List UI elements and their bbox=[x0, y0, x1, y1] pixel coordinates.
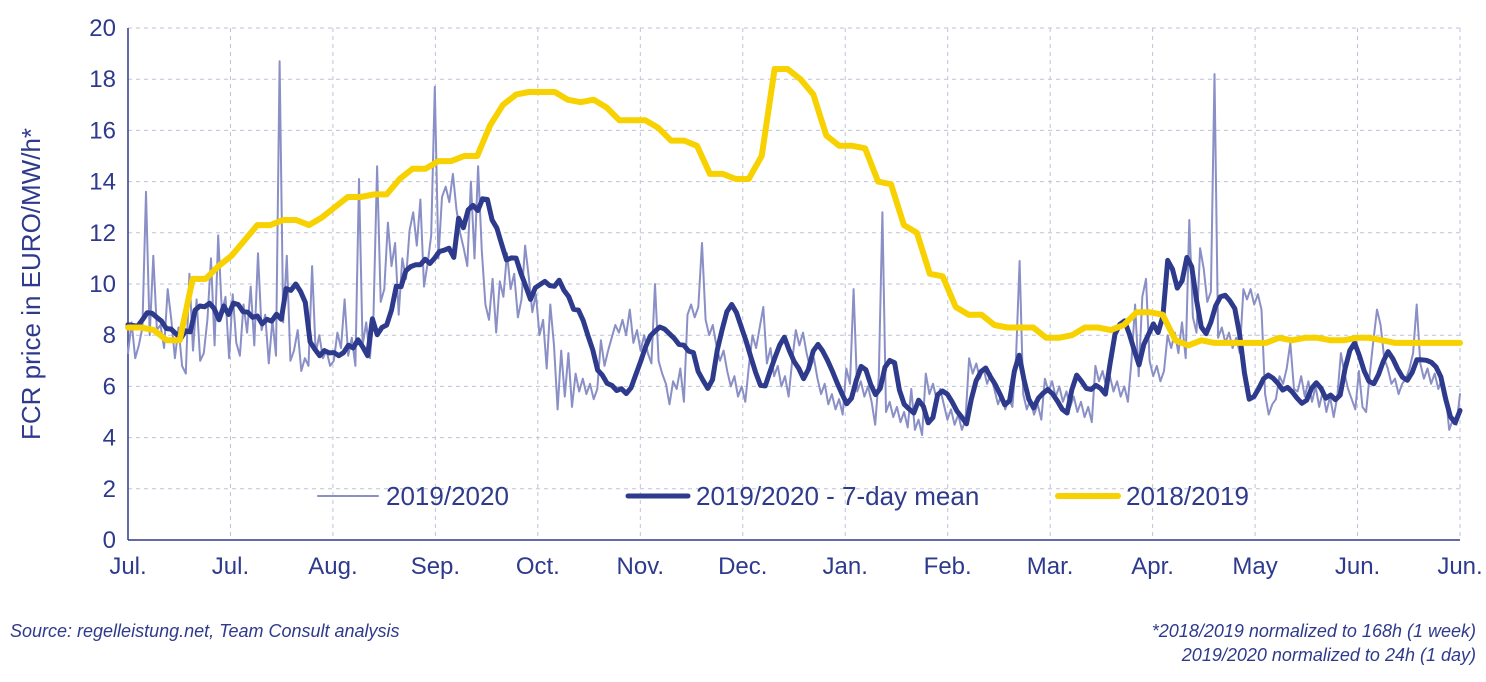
x-tick-label: Oct. bbox=[516, 553, 560, 580]
legend-label: 2018/2019 bbox=[1126, 481, 1249, 511]
y-tick-label: 6 bbox=[103, 373, 116, 400]
legend-label: 2019/2020 bbox=[386, 481, 509, 511]
x-tick-label: Nov. bbox=[617, 553, 665, 580]
y-tick-label: 10 bbox=[89, 271, 116, 298]
y-tick-label: 4 bbox=[103, 425, 116, 452]
y-tick-label: 16 bbox=[89, 117, 116, 144]
x-tick-label: Jan. bbox=[823, 553, 868, 580]
y-tick-label: 2 bbox=[103, 476, 116, 503]
chart-svg: 0 2 4 6 8 10 12 14 16 18 20 Jul. Jul. Aug. Sep. Oct. Nov… bbox=[0, 0, 1486, 615]
y-tick-label: 18 bbox=[89, 66, 116, 93]
y-axis-label: FCR price in EURO/MW/h* bbox=[16, 128, 46, 440]
x-tick-label: Sep. bbox=[411, 553, 460, 580]
x-tick-label: Mar. bbox=[1027, 553, 1074, 580]
y-tick-label: 20 bbox=[89, 15, 116, 42]
x-tick-label: Aug. bbox=[308, 553, 357, 580]
x-tick-label: Apr. bbox=[1131, 553, 1174, 580]
footnote-source: Source: regelleistung.net, Team Consult … bbox=[10, 621, 400, 642]
y-tick-label: 12 bbox=[89, 220, 116, 247]
x-tick-label: Jun. bbox=[1437, 553, 1482, 580]
series-2019-2020 bbox=[128, 61, 1460, 435]
x-tick-label: Jul. bbox=[212, 553, 249, 580]
y-tick-label: 8 bbox=[103, 322, 116, 349]
x-tick-label: May bbox=[1232, 553, 1277, 580]
x-tick-label: Jul. bbox=[109, 553, 146, 580]
y-tick-label: 14 bbox=[89, 169, 116, 196]
footnote-norm-2: 2019/2020 normalized to 24h (1 day) bbox=[1182, 645, 1476, 666]
x-tick-label: Jun. bbox=[1335, 553, 1380, 580]
chart-container: 0 2 4 6 8 10 12 14 16 18 20 Jul. Jul. Aug. Sep. Oct. Nov… bbox=[0, 0, 1486, 682]
y-tick-label: 0 bbox=[103, 527, 116, 554]
x-tick-label: Feb. bbox=[924, 553, 972, 580]
legend-label: 2019/2020 - 7-day mean bbox=[696, 481, 979, 511]
footnote-norm-1: *2018/2019 normalized to 168h (1 week) bbox=[1152, 621, 1476, 642]
x-tick-label: Dec. bbox=[718, 553, 767, 580]
